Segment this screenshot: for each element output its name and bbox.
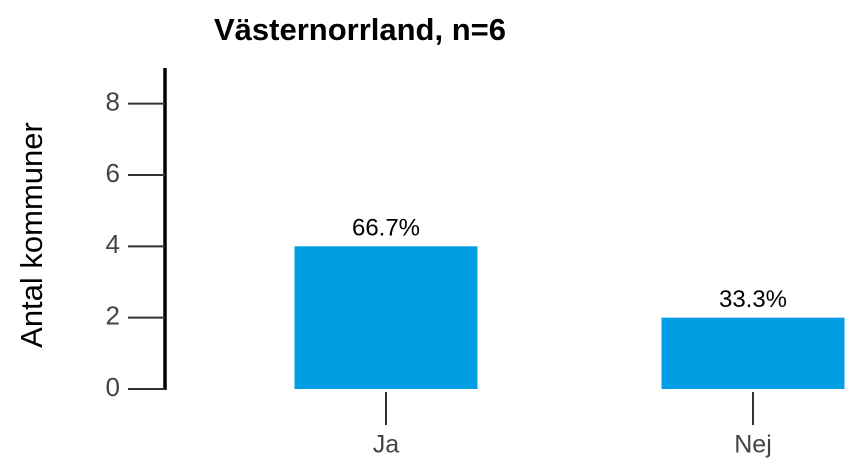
y-tick-label: 2 — [106, 301, 120, 331]
y-axis-label: Antal kommuner — [14, 122, 49, 348]
bar-label: 33.3% — [719, 286, 787, 313]
y-tick-label: 8 — [106, 87, 120, 117]
bar-label: 66.7% — [352, 215, 420, 242]
bar — [294, 246, 478, 389]
bar — [661, 317, 845, 389]
x-tick-label: Nej — [734, 431, 772, 459]
y-tick-label: 4 — [106, 229, 120, 259]
chart-title: Västernorrland, n=6 — [214, 12, 506, 47]
y-tick-label: 0 — [106, 372, 120, 402]
x-tick-label: Ja — [373, 431, 400, 459]
y-tick-label: 6 — [106, 158, 120, 188]
